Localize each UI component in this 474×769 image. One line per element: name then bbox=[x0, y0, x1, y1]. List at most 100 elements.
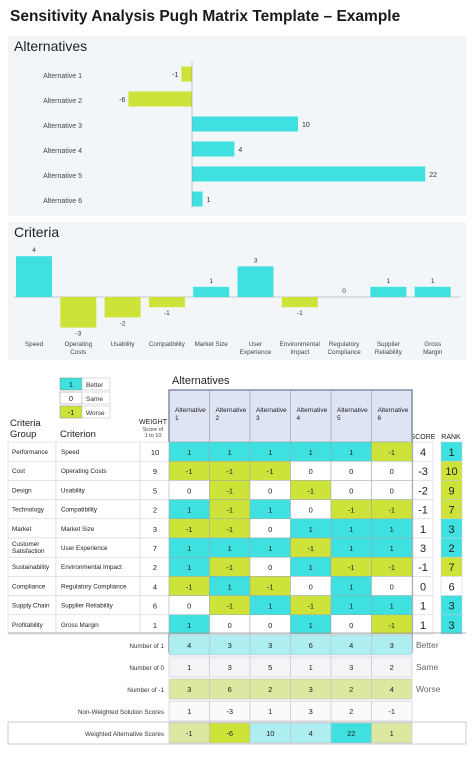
criteria-group-label: Cost bbox=[12, 468, 25, 475]
crit-chart-data-label: 0 bbox=[342, 288, 346, 295]
crit-chart-bar bbox=[148, 297, 185, 308]
score-cell-value: -1 bbox=[388, 621, 395, 630]
summary-row-tag: Same bbox=[416, 662, 438, 672]
score-cell-value: -1 bbox=[388, 563, 395, 572]
rank-value: 7 bbox=[448, 562, 454, 574]
score-cell-value: 1 bbox=[309, 621, 313, 630]
score-cell-value: 1 bbox=[309, 563, 313, 572]
score-cell-value: 0 bbox=[349, 467, 353, 476]
score-cell[interactable] bbox=[371, 614, 413, 635]
score-cell-value: 1 bbox=[390, 525, 394, 534]
rank-value: 6 bbox=[448, 581, 454, 593]
summary-cell-value: 4 bbox=[390, 685, 394, 694]
alternative-header-label: Alternative 5 bbox=[337, 407, 368, 422]
criterion-score-value: -3 bbox=[418, 466, 428, 478]
crit-chart-data-label: 1 bbox=[209, 278, 213, 285]
score-cell-value: 1 bbox=[187, 563, 191, 572]
crit-chart-category-label: Market Size bbox=[195, 341, 229, 348]
score-cell-value: 1 bbox=[349, 525, 353, 534]
criterion-label: Usability bbox=[61, 487, 86, 494]
summary-row-label: Non-Weighted Solution Scores bbox=[78, 709, 164, 716]
alt-chart-data-label: 4 bbox=[238, 147, 242, 154]
alternative-header-cell bbox=[371, 389, 413, 443]
rank-value: 1 bbox=[448, 447, 454, 459]
score-cell-value: 0 bbox=[349, 621, 353, 630]
summary-row-label: Number of -1 bbox=[127, 687, 164, 694]
score-cell-value: -1 bbox=[388, 506, 395, 515]
summary-cell-value: 3 bbox=[309, 685, 313, 694]
crit-chart-bar bbox=[16, 256, 52, 297]
score-cell-value: 1 bbox=[349, 602, 353, 611]
summary-row-label: Number of 0 bbox=[129, 665, 164, 672]
alt-chart-data-label: -6 bbox=[119, 97, 125, 104]
score-cell-value: 0 bbox=[309, 467, 313, 476]
criteria-group-label: Performance bbox=[12, 449, 49, 456]
score-cell-value: -1 bbox=[348, 506, 355, 515]
score-cell-value: 1 bbox=[309, 448, 313, 457]
rank-cell bbox=[440, 614, 463, 635]
score-cell-value: -1 bbox=[267, 467, 274, 476]
alternatives-chart-title: Alternatives bbox=[14, 38, 88, 54]
summary-cell-value: 1 bbox=[187, 707, 191, 716]
score-cell-value: 0 bbox=[187, 602, 191, 611]
weight-value: 4 bbox=[153, 582, 157, 591]
summary-cell-value: 1 bbox=[309, 663, 313, 672]
alt-chart-bar bbox=[192, 116, 298, 132]
alt-chart-category-label: Alternative 6 bbox=[43, 198, 82, 205]
weight-value: 1 bbox=[153, 621, 157, 630]
criterion-score-value: 1 bbox=[420, 601, 426, 613]
alt-chart-bar bbox=[192, 191, 203, 207]
alternatives-chart: Alternative 1 -1 Alternative 2 -6 Alternativ… bbox=[43, 62, 437, 208]
score-cell-value: -1 bbox=[348, 563, 355, 572]
legend-label: Better bbox=[86, 382, 104, 389]
crit-chart-category-label: Gross Margin bbox=[423, 341, 443, 356]
rank-header: RANK bbox=[441, 434, 461, 441]
score-cell-value: 1 bbox=[349, 544, 353, 553]
criterion-label: Gross Margin bbox=[61, 622, 99, 629]
criteria-group-label: Profitability bbox=[12, 622, 44, 629]
criteria-chart-title: Criteria bbox=[14, 224, 60, 240]
score-cell-value: 1 bbox=[228, 448, 232, 457]
rank-value: 7 bbox=[448, 505, 454, 517]
weight-value: 6 bbox=[153, 602, 157, 611]
criterion-score-value: 1 bbox=[420, 524, 426, 536]
summary-cell-value: 2 bbox=[390, 663, 394, 672]
alternative-header-label: Alternative 4 bbox=[297, 407, 328, 422]
criterion-label: Regulatory Compliance bbox=[61, 583, 127, 590]
weighted-scores-frame bbox=[7, 721, 467, 745]
summary-cell-value: -1 bbox=[186, 729, 193, 738]
score-cell-value: 1 bbox=[268, 448, 272, 457]
weight-header: WEIGHT bbox=[139, 419, 168, 426]
summary-cell-value: 3 bbox=[349, 663, 353, 672]
criteria-group-label: Sustainability bbox=[12, 564, 50, 571]
summary-cell-value: 1 bbox=[187, 663, 191, 672]
summary-cell-value: 5 bbox=[268, 663, 272, 672]
criteria-group-label: Market bbox=[12, 526, 31, 533]
summary-cell-value: 22 bbox=[347, 729, 355, 738]
legend-value: -1 bbox=[68, 408, 75, 417]
summary-cell-value: -6 bbox=[226, 729, 233, 738]
crit-chart-bar bbox=[193, 286, 230, 297]
weight-value: 10 bbox=[151, 448, 159, 457]
score-cell-value: 1 bbox=[349, 582, 353, 591]
crit-chart-data-label: -1 bbox=[297, 310, 303, 317]
score-cell-value: 0 bbox=[268, 486, 272, 495]
criterion-label: Supplier Reliability bbox=[61, 603, 114, 610]
weight-value: 2 bbox=[153, 563, 157, 572]
summary-cell-value: 2 bbox=[268, 685, 272, 694]
weight-value: 7 bbox=[153, 544, 157, 553]
summary-cell-value: 3 bbox=[390, 641, 394, 650]
score-cell-value: 1 bbox=[349, 448, 353, 457]
summary-row-tag: Better bbox=[416, 640, 439, 650]
criterion-header: Criterion bbox=[60, 429, 96, 440]
crit-chart-category-label: Operating Costs bbox=[64, 341, 92, 356]
summary-row-label: Weighted Alternative Scores bbox=[85, 731, 164, 738]
alt-chart-data-label: 10 bbox=[302, 122, 310, 129]
score-header: SCORE bbox=[411, 434, 436, 441]
alternative-header-label: Alternative 1 bbox=[175, 407, 206, 422]
weight-value: 3 bbox=[153, 525, 157, 534]
crit-chart-category-label: Speed bbox=[25, 341, 44, 348]
score-cell-value: 1 bbox=[228, 544, 232, 553]
score-cell-value: -1 bbox=[307, 486, 314, 495]
criteria-chart-panel: Criteria 4 Speed -3 Operating Costs -2 Usabili… bbox=[8, 222, 466, 360]
